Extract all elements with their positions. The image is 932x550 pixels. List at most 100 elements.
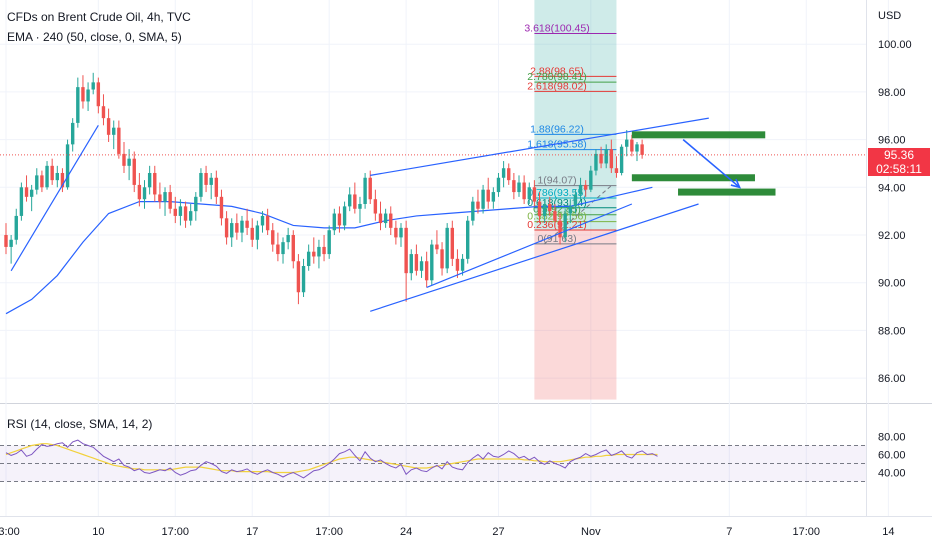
candle-body bbox=[301, 266, 306, 293]
candle-body bbox=[240, 220, 244, 233]
candle-body bbox=[142, 187, 147, 200]
candle-body bbox=[14, 215, 18, 240]
candle-body bbox=[419, 261, 424, 271]
trendline bbox=[370, 203, 699, 312]
candle-body bbox=[353, 194, 357, 209]
candle-body bbox=[414, 254, 419, 271]
candle-body bbox=[173, 208, 177, 216]
trendlines[interactable] bbox=[10, 117, 709, 312]
candle-body bbox=[50, 165, 54, 181]
candle-body bbox=[163, 192, 167, 202]
time-tick-label: 17:00 bbox=[793, 526, 821, 538]
candle-body bbox=[19, 187, 24, 216]
candle-body bbox=[368, 177, 372, 200]
candle-body bbox=[250, 227, 254, 240]
candle-body bbox=[91, 82, 95, 90]
candle-body bbox=[122, 153, 126, 166]
candle-body bbox=[450, 227, 455, 259]
candle-body bbox=[481, 189, 485, 209]
candle-body bbox=[235, 223, 239, 233]
time-tick-label: 14 bbox=[882, 526, 894, 538]
fib-level-label: 1(94.07) bbox=[537, 175, 576, 187]
current-price-tag: 95.36 bbox=[868, 148, 930, 162]
candle-body bbox=[65, 144, 70, 188]
stop-zone bbox=[534, 230, 617, 400]
candle-body bbox=[435, 244, 439, 250]
candle-body bbox=[40, 175, 44, 188]
candle-body bbox=[486, 189, 490, 202]
price-tick-label: 92.00 bbox=[878, 230, 906, 242]
zone-bar bbox=[631, 174, 755, 182]
candle-body bbox=[194, 196, 198, 212]
candle-body bbox=[404, 227, 408, 274]
candle-body bbox=[214, 177, 219, 197]
candle-body bbox=[542, 203, 547, 216]
rsi-tick-label: 80.00 bbox=[878, 432, 906, 444]
candle-body bbox=[224, 218, 229, 238]
candle-body bbox=[466, 220, 470, 259]
candle-body bbox=[137, 184, 142, 200]
candle-body bbox=[9, 239, 13, 247]
candle-body bbox=[322, 246, 326, 255]
candle-body bbox=[317, 246, 321, 257]
candle-body bbox=[86, 89, 90, 102]
time-tick-label: 17:00 bbox=[162, 526, 190, 538]
candle-body bbox=[4, 235, 8, 247]
time-tick-label: 13:00 bbox=[0, 526, 20, 538]
candle-body bbox=[455, 258, 460, 271]
candle-body bbox=[476, 201, 480, 209]
rsi-line bbox=[5, 439, 658, 479]
fib-level-label: 2.786(98.41) bbox=[527, 71, 587, 83]
candle-body bbox=[553, 211, 557, 221]
candle-body bbox=[245, 220, 249, 228]
candle-body bbox=[568, 206, 572, 214]
candle-body bbox=[291, 235, 295, 262]
candle-body bbox=[45, 165, 49, 188]
candle-body bbox=[70, 122, 75, 145]
price-tick-label: 94.00 bbox=[878, 182, 906, 194]
zone-bar bbox=[631, 131, 766, 139]
candle-body bbox=[255, 225, 260, 240]
candle-body bbox=[199, 172, 203, 197]
candle-body bbox=[76, 87, 80, 123]
candle-body bbox=[635, 144, 639, 152]
candle-body bbox=[517, 182, 521, 193]
support-resistance-zones[interactable] bbox=[631, 131, 776, 196]
candle-body bbox=[424, 261, 429, 281]
price-tick-label: 98.00 bbox=[878, 87, 906, 99]
candle-body bbox=[337, 213, 342, 226]
candle-body bbox=[614, 168, 619, 173]
price-tick-label: 90.00 bbox=[878, 278, 906, 290]
candle-body bbox=[332, 213, 337, 231]
candle-body bbox=[399, 227, 403, 238]
forecast-arrow[interactable] bbox=[682, 138, 741, 189]
candle-body bbox=[96, 82, 101, 107]
price-tick-label: 96.00 bbox=[878, 135, 906, 147]
candle-body bbox=[204, 172, 208, 185]
candle-body bbox=[604, 149, 608, 164]
candle-body bbox=[81, 87, 85, 102]
price-tick-label: 88.00 bbox=[878, 325, 906, 337]
candle-body bbox=[281, 242, 285, 255]
candle-body bbox=[363, 177, 367, 204]
candle-body bbox=[188, 211, 193, 221]
time-tick-label: 17 bbox=[246, 526, 258, 538]
candle-body bbox=[394, 227, 398, 238]
candle-body bbox=[35, 175, 39, 190]
candle-body bbox=[507, 168, 511, 181]
rsi-legend: RSI (14, close, SMA, 14, 2) bbox=[7, 417, 153, 431]
candle-body bbox=[265, 215, 270, 231]
candle-body bbox=[532, 187, 537, 202]
candle-body bbox=[471, 201, 475, 221]
candle-body bbox=[578, 184, 583, 195]
time-tick-label: 27 bbox=[492, 526, 504, 538]
price-tick-label: 100.00 bbox=[878, 39, 912, 51]
candle-body bbox=[358, 203, 362, 209]
time-tick-label: 24 bbox=[400, 526, 412, 538]
candle-body bbox=[230, 223, 234, 238]
time-tick-label: 17:00 bbox=[315, 526, 343, 538]
trendline bbox=[370, 117, 709, 176]
currency-label[interactable]: USD bbox=[878, 10, 902, 22]
candle-body bbox=[609, 149, 614, 169]
